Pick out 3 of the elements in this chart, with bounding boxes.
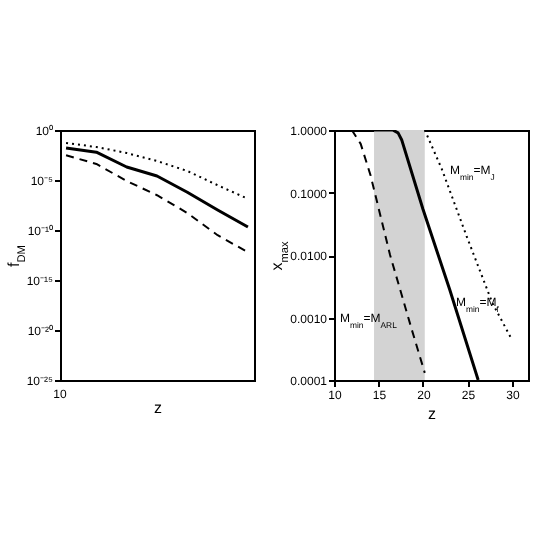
x-axis-title: z xyxy=(154,399,162,417)
line-series xyxy=(65,154,249,254)
x-axis-title: z xyxy=(428,405,436,423)
